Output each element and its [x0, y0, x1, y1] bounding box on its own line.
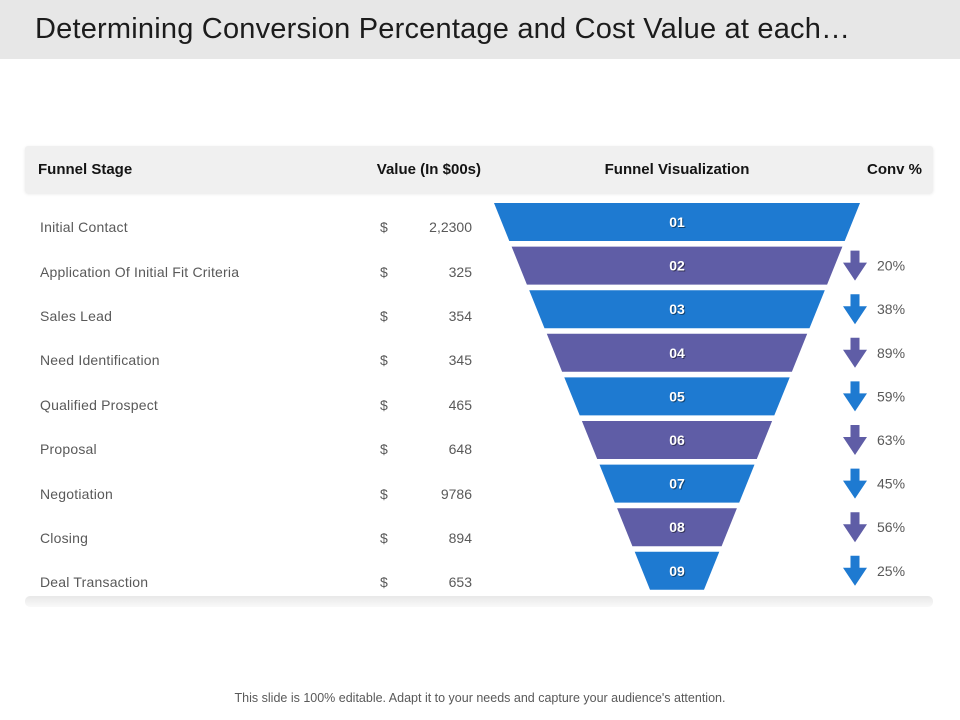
segment-label: 07	[669, 476, 685, 492]
segment-label-shadow: 05	[670, 389, 686, 405]
conv-arrow-08	[843, 512, 867, 543]
stage-value: 648	[448, 441, 472, 458]
conv-percent-02: 20%	[877, 258, 905, 274]
currency-symbol: $	[380, 307, 388, 324]
stage-value: 9786	[440, 485, 472, 502]
conv-percent-06: 63%	[877, 432, 905, 448]
conv-percent-07: 45%	[877, 476, 905, 492]
table-row: Initial Contact $2,2300	[25, 205, 480, 249]
funnel-segment-02	[511, 246, 843, 285]
segment-label-shadow: 02	[670, 259, 686, 275]
table-row: Qualified Prospect $465	[25, 383, 480, 427]
conv-arrow-03	[843, 294, 867, 325]
stage-value: 894	[448, 529, 472, 546]
stage-value: 653	[448, 574, 472, 591]
conv-percent-09: 25%	[877, 563, 905, 579]
segment-label-shadow: 08	[670, 520, 686, 536]
stage-name: Closing	[40, 529, 89, 546]
currency-symbol: $	[380, 219, 388, 236]
conv-arrow-06	[843, 425, 867, 455]
funnel-segment-09	[634, 551, 720, 590]
conv-percent-03: 38%	[877, 301, 905, 317]
stage-value: 325	[448, 263, 472, 280]
segment-label-shadow: 09	[670, 564, 686, 580]
currency-symbol: $	[380, 485, 388, 502]
segment-label-shadow: 03	[670, 302, 686, 318]
segment-label-shadow: 07	[670, 477, 686, 493]
table-row: Application Of Initial Fit Criteria $325	[25, 249, 480, 293]
col-header-funnel-visualization: Funnel Visualization	[604, 161, 750, 178]
footer-note: This slide is 100% editable. Adapt it to…	[234, 691, 726, 705]
stage-name: Negotiation	[40, 485, 114, 502]
funnel-segment-01	[494, 203, 860, 241]
currency-symbol: $	[380, 574, 388, 591]
currency-symbol: $	[380, 263, 388, 280]
stage-value: 2,2300	[429, 219, 472, 236]
funnel-segment-06	[581, 421, 773, 459]
segment-label: 02	[669, 258, 685, 274]
conv-arrow-05	[843, 381, 867, 412]
table-row: Sales Lead $354	[25, 294, 480, 338]
stage-name: Application Of Initial Fit Criteria	[40, 263, 240, 280]
stage-name: Qualified Prospect	[40, 396, 158, 413]
table-row: Proposal $648	[25, 427, 480, 471]
conv-arrow-07	[843, 468, 867, 499]
funnel-segment-03	[529, 290, 825, 329]
stage-value: 354	[448, 307, 472, 324]
table-bottom-shadow	[25, 596, 933, 607]
conv-arrow-02	[843, 250, 867, 281]
stage-name: Proposal	[40, 441, 97, 458]
segment-label: 04	[669, 345, 685, 361]
funnel-segment-08	[617, 508, 737, 547]
table-row: Deal Transaction $653	[25, 560, 480, 604]
conv-percent-05: 59%	[877, 388, 905, 404]
col-header-value: Value (In $00s)	[376, 161, 481, 178]
col-header-conv-percent: Conv %	[866, 161, 922, 178]
segment-label-shadow: 04	[670, 346, 686, 362]
conv-arrow-09	[843, 555, 867, 586]
conv-arrow-04	[843, 337, 867, 368]
slide-title: Determining Conversion Percentage and Co…	[35, 13, 851, 45]
funnel-segment-04	[546, 333, 808, 372]
stage-name: Deal Transaction	[40, 574, 149, 591]
segment-label: 09	[669, 563, 685, 579]
currency-symbol: $	[380, 529, 388, 546]
funnel-stage-table: Initial Contact $2,2300 Application Of Ini…	[25, 205, 480, 605]
title-bar: Determining Conversion Percentage and Co…	[0, 0, 960, 59]
segment-label: 08	[669, 519, 685, 535]
segment-label: 01	[669, 214, 685, 230]
table-row: Need Identification $345	[25, 338, 480, 382]
table-row: Negotiation $9786	[25, 471, 480, 515]
stage-value: 345	[448, 352, 472, 369]
stage-value: 465	[448, 396, 472, 413]
segment-label: 05	[669, 388, 685, 404]
conv-percent-08: 56%	[877, 519, 905, 535]
segment-label: 06	[669, 432, 685, 448]
col-header-funnel-stage: Funnel Stage	[38, 161, 133, 178]
segment-label: 03	[669, 301, 685, 317]
currency-symbol: $	[380, 352, 388, 369]
funnel-segment-07	[599, 464, 755, 503]
stage-name: Need Identification	[40, 352, 160, 369]
conv-percent-04: 89%	[877, 345, 905, 361]
funnel-segment-05	[564, 377, 790, 416]
currency-symbol: $	[380, 396, 388, 413]
table-header: Funnel Stage Value (In $00s) Funnel Visu…	[25, 146, 933, 193]
stage-name: Initial Contact	[40, 219, 128, 236]
segment-label-shadow: 01	[670, 215, 686, 231]
segment-label-shadow: 06	[670, 433, 686, 449]
table-row: Closing $894	[25, 516, 480, 560]
currency-symbol: $	[380, 441, 388, 458]
stage-name: Sales Lead	[40, 307, 113, 324]
